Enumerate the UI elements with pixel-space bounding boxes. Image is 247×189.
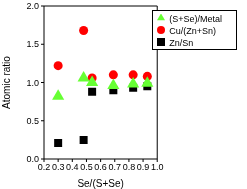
- svg-text:0.3: 0.3: [52, 162, 65, 172]
- svg-text:2.0: 2.0: [26, 1, 39, 11]
- svg-text:0.7: 0.7: [109, 162, 122, 172]
- svg-text:1.0: 1.0: [26, 78, 39, 88]
- html-text:Cu/(Zn+Sn): Cu/(Zn+Sn): [169, 26, 216, 36]
- svg-text:0.8: 0.8: [123, 162, 136, 172]
- svg-text:Atomic ratio: Atomic ratio: [8, 56, 12, 109]
- svg-text:0.5: 0.5: [26, 116, 39, 126]
- html-text:Zn/Sn: Zn/Sn: [169, 38, 194, 48]
- svg-text:Se/(S+Se): Se/(S+Se): [77, 178, 123, 189]
- svg-text:0.6: 0.6: [94, 162, 107, 172]
- svg-text:0.0: 0.0: [26, 154, 39, 164]
- svg-text:1.5: 1.5: [26, 39, 39, 49]
- svg-text:0.9: 0.9: [137, 162, 150, 172]
- html-text:(S+Se)/Metal: (S+Se)/Metal: [169, 14, 222, 24]
- svg-text:0.2: 0.2: [38, 162, 51, 172]
- svg-text:0.4: 0.4: [66, 162, 79, 172]
- svg-text:1.0: 1.0: [151, 162, 164, 172]
- svg-text:0.5: 0.5: [80, 162, 93, 172]
